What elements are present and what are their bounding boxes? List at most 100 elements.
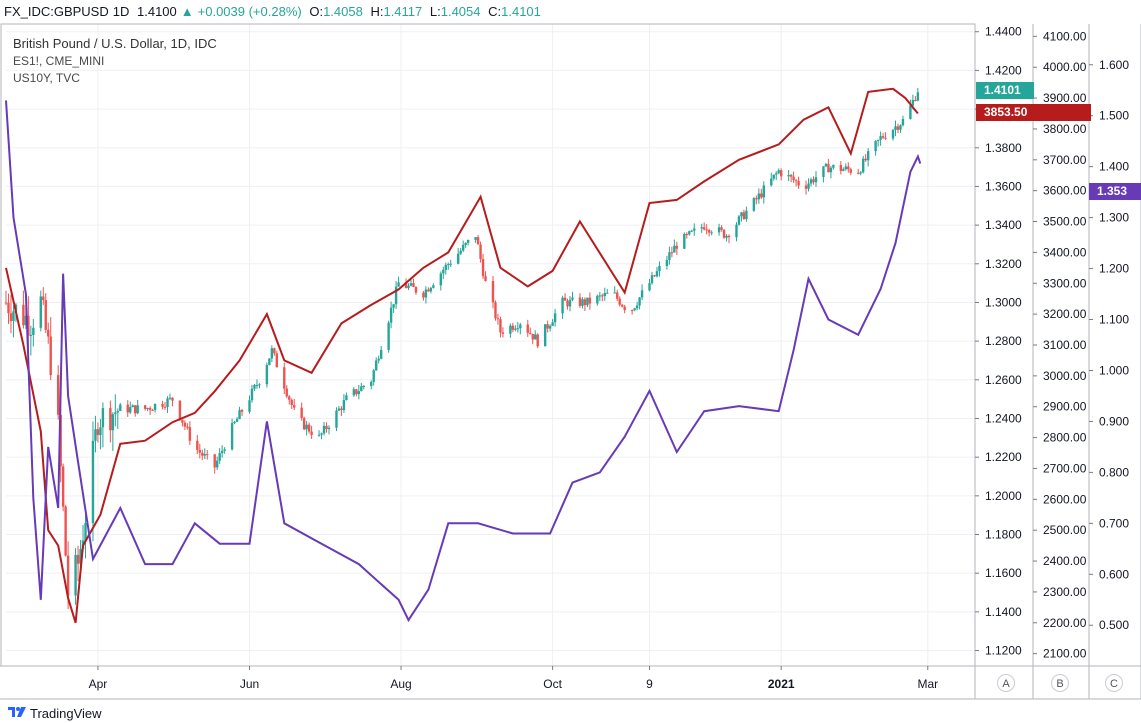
axis-tick-label: 0.800: [1099, 465, 1129, 479]
candle-body: [891, 130, 895, 139]
candle-body: [181, 419, 184, 423]
candle-body: [901, 119, 905, 126]
legend-es[interactable]: ES1!, CME_MINI: [13, 54, 105, 68]
candle-body: [275, 353, 279, 368]
candle-body: [215, 460, 219, 468]
candle-body: [412, 283, 415, 287]
scale-a-button[interactable]: A: [997, 674, 1015, 692]
candle-body: [119, 404, 122, 411]
time-tick-label: Apr: [89, 677, 108, 691]
axis-tick-label: 3700.00: [1043, 153, 1087, 167]
candle-body: [479, 244, 482, 259]
axis-tick-label: 0.700: [1099, 516, 1129, 530]
tradingview-logo-icon[interactable]: [8, 705, 26, 719]
candle-body: [844, 166, 847, 170]
candle-body: [220, 450, 224, 454]
candle-body: [56, 375, 60, 415]
candle-body: [710, 232, 713, 234]
candle-body: [881, 136, 885, 138]
candle-body: [198, 449, 201, 453]
candle-body: [375, 360, 378, 371]
candle-body: [258, 384, 261, 386]
legend-us10y[interactable]: US10Y, TVC: [13, 71, 80, 85]
candle-body: [29, 334, 33, 336]
scale-b-button[interactable]: B: [1051, 674, 1069, 692]
candle-body: [640, 290, 644, 298]
candle-body: [804, 185, 808, 189]
candle-body: [459, 250, 462, 254]
candle-body: [161, 403, 164, 407]
close-label: C:: [488, 4, 502, 19]
candle-body: [153, 403, 157, 411]
axis-tick-label: 1.600: [1099, 58, 1129, 72]
candle-body: [531, 333, 534, 340]
candle-body: [536, 334, 539, 347]
candle-body: [370, 381, 373, 387]
candle-body: [203, 454, 206, 456]
candle-body: [792, 176, 795, 181]
candle-body: [789, 174, 793, 177]
candle-body: [737, 216, 741, 225]
candle-body: [397, 282, 400, 287]
candle-body: [476, 237, 480, 245]
candle-body: [668, 252, 671, 261]
axis-tick-label: 2500.00: [1043, 523, 1087, 537]
candle-body: [655, 271, 659, 277]
es-price-axis: 4100.00 4000.00 3900.00 3800.00 3700.00 3600.…: [1033, 29, 1087, 661]
candle-body: [896, 126, 900, 130]
axis-tick-label: 3300.00: [1043, 276, 1087, 290]
candle-body: [725, 235, 728, 238]
change-arrow-icon: ▲: [180, 4, 194, 19]
candle-body: [665, 260, 669, 266]
candle-body: [307, 424, 311, 432]
candle-body: [310, 431, 313, 435]
time-tick-label: 9: [646, 677, 653, 691]
symbol-name[interactable]: FX_IDC:GBPUSD: [4, 4, 109, 19]
candle-body: [571, 297, 574, 300]
candle-body: [186, 426, 189, 428]
time-tick-label: Oct: [543, 677, 562, 691]
candle-body: [909, 105, 912, 120]
axis-tick-label: 1.4200: [985, 63, 1022, 77]
candle-body: [494, 302, 497, 319]
candle-body: [534, 334, 537, 340]
legend-main[interactable]: British Pound / U.S. Dollar, 1D, IDC: [13, 36, 217, 51]
scale-c-button[interactable]: C: [1105, 674, 1123, 692]
price-chart[interactable]: 1.44001.42001.40001.38001.36001.34001.32…: [0, 0, 1141, 700]
candle-body: [422, 292, 425, 298]
candle-body: [516, 328, 520, 330]
candle-body: [683, 234, 686, 249]
candle-body: [168, 397, 172, 399]
candle-body: [675, 245, 679, 249]
candle-body: [188, 427, 192, 441]
candle-body: [270, 348, 274, 359]
candle-body: [553, 313, 557, 323]
axis-tick-label: 2200.00: [1043, 616, 1087, 630]
candle-body: [824, 163, 828, 167]
candle-body: [588, 297, 592, 304]
candle-body: [290, 399, 293, 406]
axis-tick-label: 4000.00: [1043, 60, 1087, 74]
candle-body: [693, 228, 696, 231]
candle-body: [757, 193, 761, 200]
interval-label[interactable]: 1D: [112, 4, 130, 19]
candle-body: [439, 273, 443, 286]
candle-body: [379, 349, 383, 359]
candle-body: [722, 229, 726, 238]
candle-body: [49, 336, 52, 376]
candle-body: [183, 422, 187, 427]
candle-body: [273, 348, 276, 354]
candle-body: [839, 165, 843, 171]
candle-body: [166, 398, 169, 408]
candle-body: [265, 365, 269, 385]
candle-body: [561, 297, 564, 314]
candle-body: [705, 229, 708, 231]
candle-body: [7, 302, 10, 314]
candle-body: [727, 235, 731, 238]
es-price-badge: 3853.50: [976, 104, 1091, 122]
candle-body: [735, 224, 738, 238]
candle-body: [59, 414, 62, 467]
candle-body: [345, 395, 348, 400]
candle-body: [322, 425, 326, 434]
tradingview-brand[interactable]: TradingView: [30, 706, 102, 721]
